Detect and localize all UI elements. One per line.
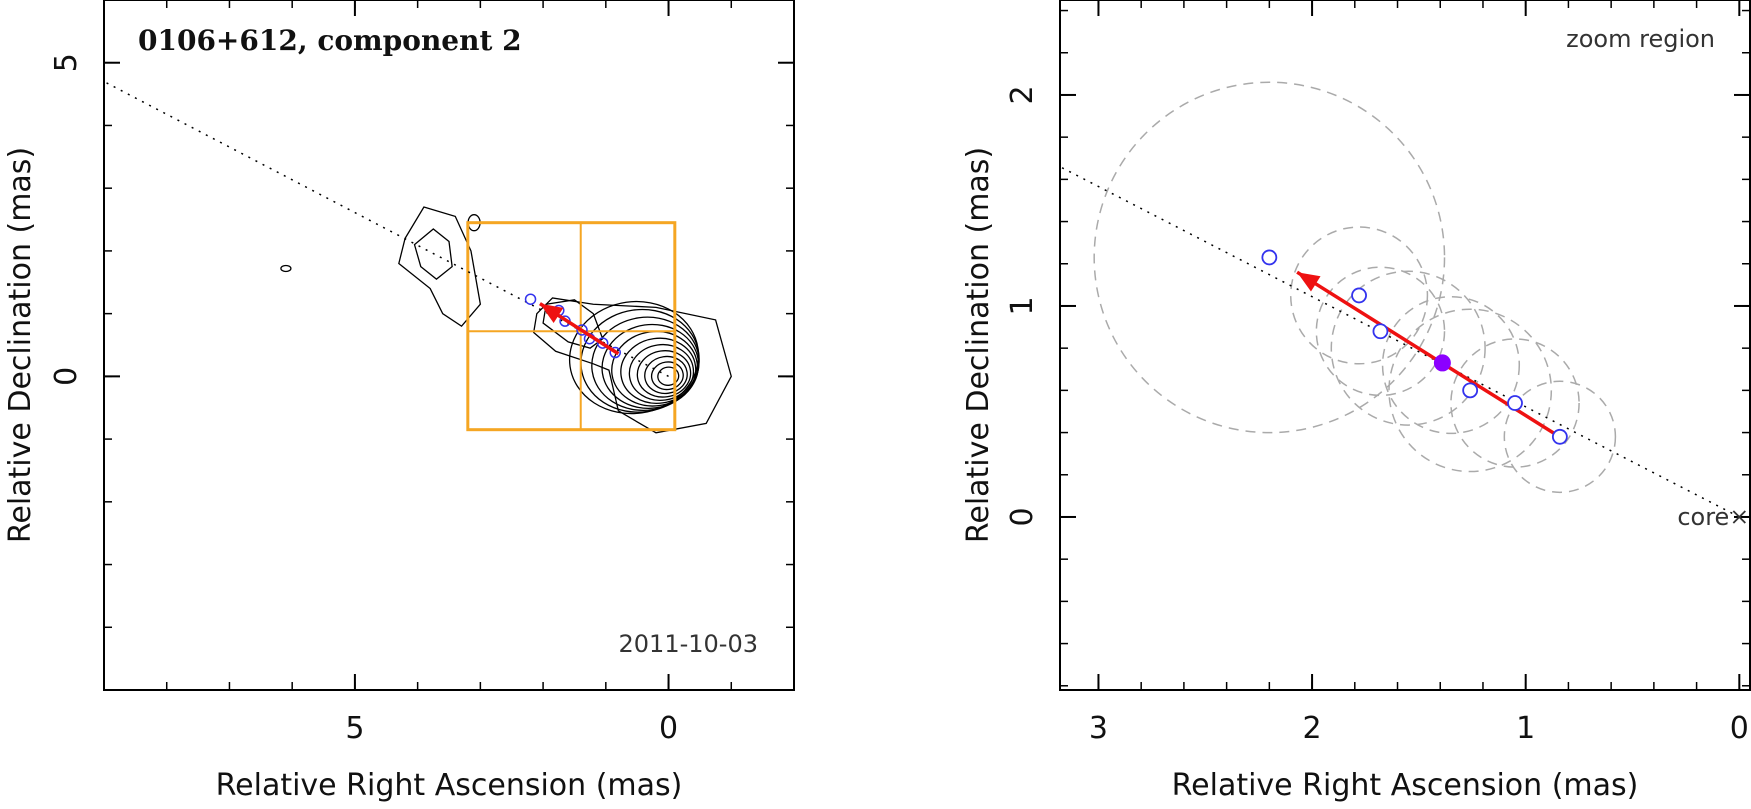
left-contour-map <box>280 206 732 434</box>
contour-level <box>620 337 697 404</box>
right-panel: 3 2 1 0 2 1 0 zoom region core Relative Right … <box>961 0 1751 803</box>
left-panel: 5 0 5 0 0106+612, component 2 2011-10-03 Re… <box>3 0 795 803</box>
left-component-point <box>596 337 609 349</box>
right-y-tick-label: 2 <box>1005 85 1040 104</box>
right-vector-head <box>1297 272 1321 292</box>
contour-outer <box>532 297 732 434</box>
right-vector-shaft <box>1296 270 1568 443</box>
right-component-point <box>1462 382 1479 399</box>
right-x-tick-label: 3 <box>1089 711 1108 746</box>
left-x-tick-label: 5 <box>345 711 364 746</box>
left-title: 0106+612, component 2 <box>138 24 522 57</box>
left-zoom-box <box>466 221 677 432</box>
left-plot-frame <box>103 0 795 691</box>
contour-level <box>591 316 700 412</box>
contour-level <box>601 323 700 409</box>
left-x-axis-label: Relative Right Ascension (mas) <box>216 768 683 803</box>
right-component-point <box>1551 428 1568 445</box>
right-core-marker: core <box>1677 503 1746 531</box>
left-motion-vector <box>539 302 620 356</box>
right-component-point <box>1351 287 1367 304</box>
left-y-axis-label: Relative Declination (mas) <box>3 147 38 543</box>
right-y-axis-label: Relative Declination (mas) <box>961 147 996 543</box>
contour-level <box>636 350 692 398</box>
right-component-point <box>1507 395 1523 411</box>
right-error-circles <box>1093 81 1617 494</box>
right-component-point <box>1372 323 1389 340</box>
left-y-tick-label: 0 <box>49 367 84 386</box>
right-y-tick-label: 1 <box>1005 296 1040 315</box>
core-label: core <box>1677 503 1729 531</box>
error-circle <box>1289 226 1429 365</box>
core-x-mark <box>1732 510 1746 524</box>
contour-level <box>650 361 684 391</box>
right-plot-frame <box>1059 0 1751 691</box>
contour-outer-blob <box>398 206 482 328</box>
error-circle <box>1388 308 1553 473</box>
right-x-tick-label: 1 <box>1516 711 1535 746</box>
zoom-box-outline <box>466 221 677 432</box>
right-component-point <box>1261 249 1278 266</box>
right-x-axis-label: Relative Right Ascension (mas) <box>1172 768 1639 803</box>
right-zoom-label: zoom region <box>1566 25 1715 53</box>
right-points <box>1261 249 1568 445</box>
right-jet-axis-line <box>1059 166 1740 518</box>
left-component-point <box>576 324 588 336</box>
contour-inner-blob <box>413 228 453 280</box>
contour-isolated-knot <box>280 264 292 273</box>
mean-position-marker <box>1433 354 1451 372</box>
error-circle <box>1450 338 1580 468</box>
error-circle <box>1381 295 1521 435</box>
error-circle <box>1093 81 1446 434</box>
error-circle <box>1503 380 1617 494</box>
left-vector-head <box>539 303 564 324</box>
contour-level <box>628 343 695 401</box>
right-ticks: 3 2 1 0 2 1 0 <box>1005 0 1750 746</box>
right-y-tick-label: 0 <box>1005 507 1040 526</box>
error-circle <box>1330 270 1486 426</box>
right-motion-vector <box>1296 270 1568 443</box>
left-ticks: 5 0 5 0 <box>49 0 795 746</box>
jet-axis-dotted-line <box>1059 166 1740 518</box>
contour-level <box>657 366 680 386</box>
right-x-tick-label: 0 <box>1730 711 1749 746</box>
left-y-tick-label: 5 <box>49 53 84 72</box>
right-x-tick-label: 2 <box>1303 711 1322 746</box>
contour-level <box>644 355 688 395</box>
left-x-tick-label: 0 <box>659 711 678 746</box>
left-component-point <box>524 293 537 305</box>
left-component-point <box>609 346 621 359</box>
contour-jet-knot <box>542 299 604 349</box>
left-epoch-label: 2011-10-03 <box>619 630 758 658</box>
